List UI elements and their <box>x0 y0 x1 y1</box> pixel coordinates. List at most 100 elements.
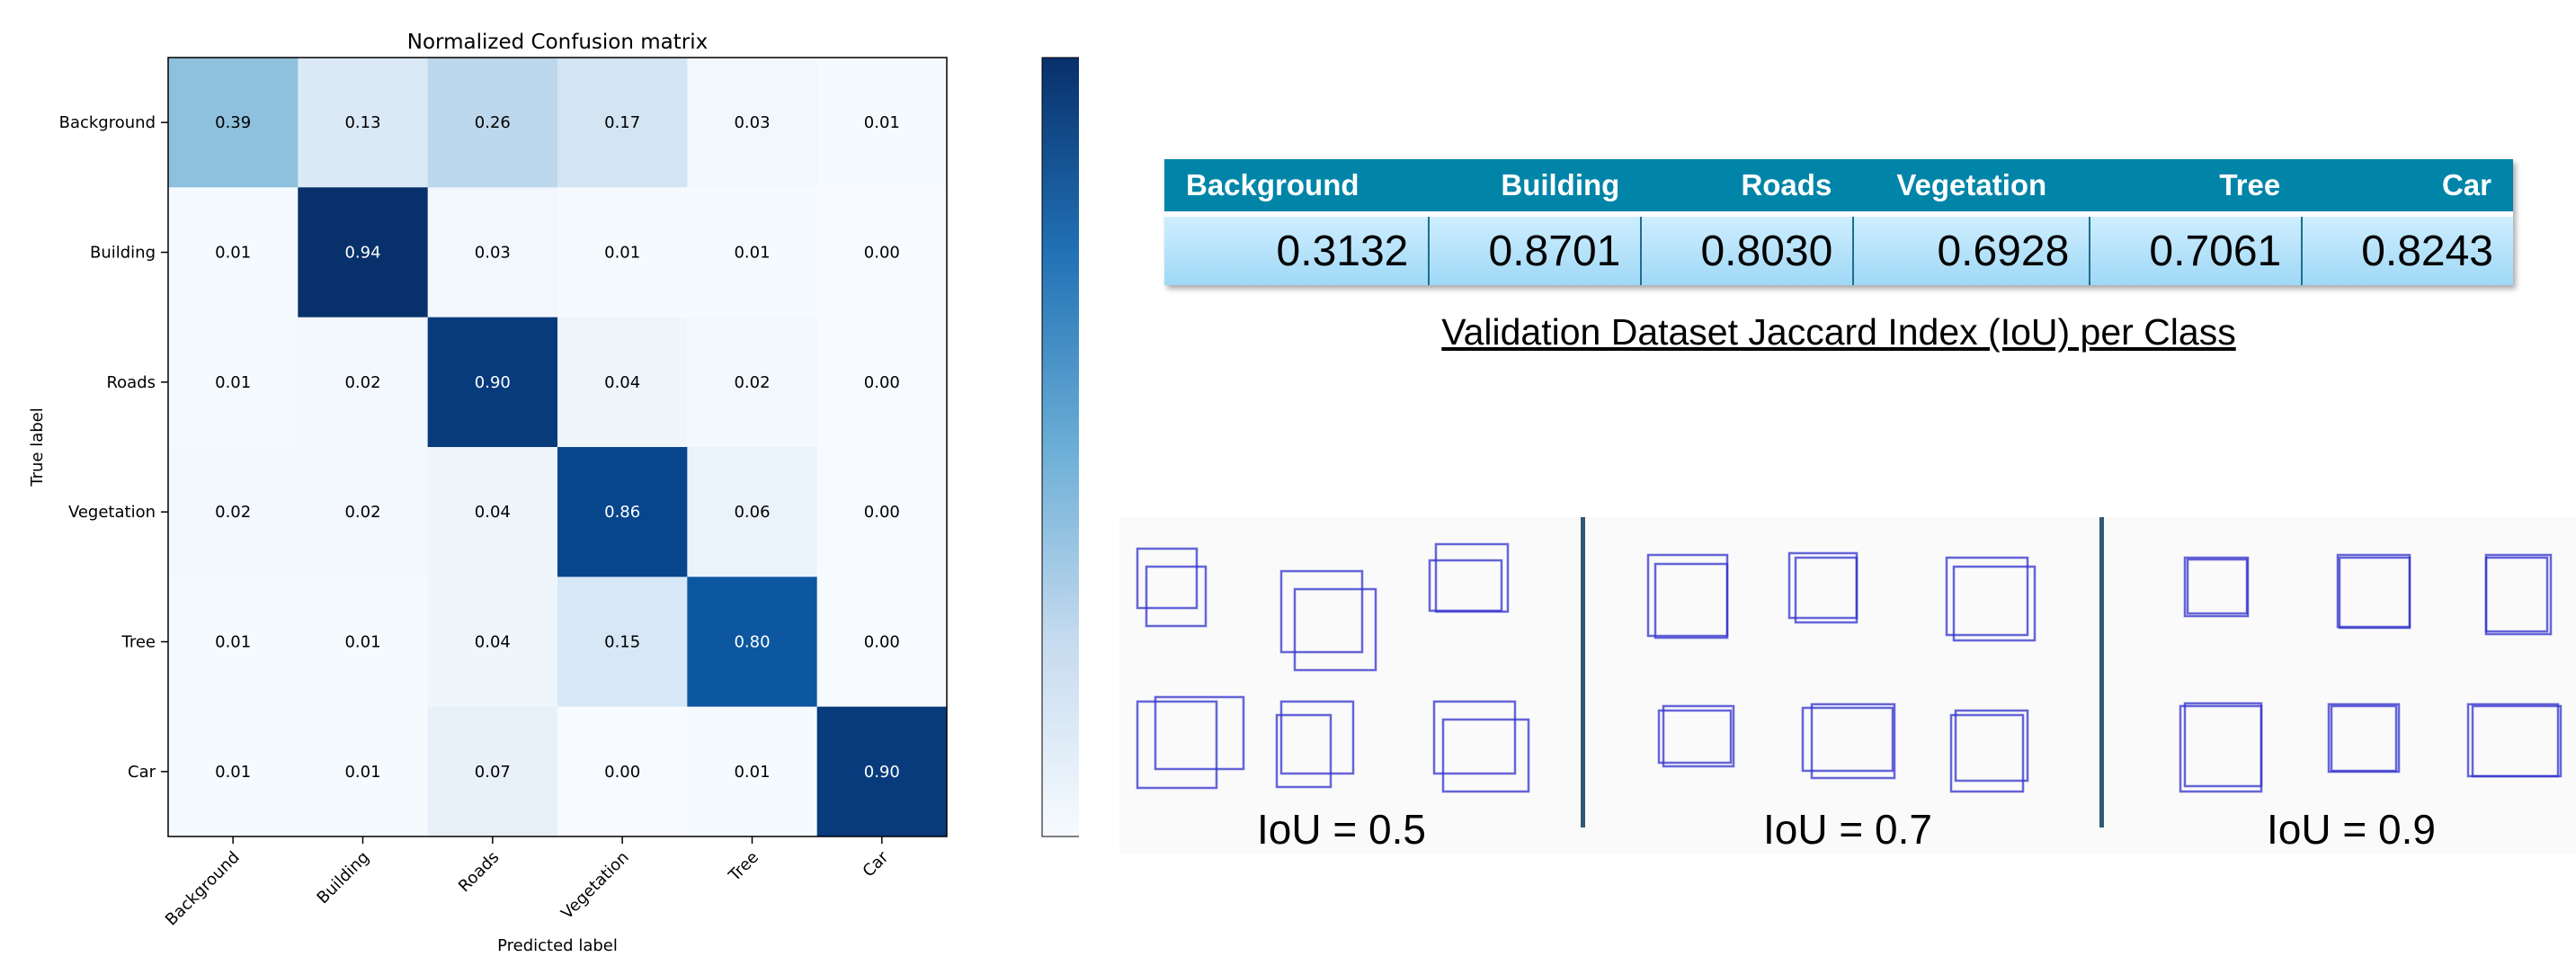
iou-header-cell: Background <box>1164 159 1430 217</box>
heatmap-cell <box>557 187 688 318</box>
x-tick-label: Car <box>860 847 893 881</box>
heatmap-cell <box>298 187 429 318</box>
bounding-box <box>1787 551 1858 620</box>
heatmap-cell <box>557 577 688 708</box>
cell-value-label: 0.01 <box>215 373 251 392</box>
x-tick-label: Tree <box>725 848 762 886</box>
heatmap-cell <box>168 706 299 837</box>
heatmap-cell <box>168 187 299 318</box>
x-tick-label: Building <box>314 848 373 908</box>
heatmap-cell <box>298 706 429 837</box>
confusion-matrix-chart: Normalized Confusion matrix 0.39 0.13 0.26… <box>28 31 1079 955</box>
heatmap-cell <box>427 706 558 837</box>
iou-table-header-row: Background Building Roads Vegetation Tre… <box>1164 159 2513 217</box>
bounding-box <box>1441 718 1530 793</box>
cell-value-label: 0.13 <box>344 113 380 132</box>
bounding-box <box>1279 569 1364 654</box>
x-tick-labels: Background Building Roads Vegetation Tree Car <box>162 836 893 929</box>
bounding-box <box>1662 704 1735 768</box>
heatmap-cell <box>427 58 558 188</box>
bounding-box <box>1646 553 1729 638</box>
iou-header-cell: Vegetation <box>1853 159 2090 217</box>
cell-value-label: 0.01 <box>344 633 380 652</box>
plot-frame <box>167 57 948 837</box>
iou-examples-panel: IoU = 0.5 IoU = 0.7 IoU = 0.9 <box>1119 517 2576 854</box>
bounding-box <box>1136 547 1199 610</box>
cell-value-label: 0.02 <box>344 503 380 522</box>
y-axis-label: True label <box>28 407 47 488</box>
bounding-box <box>2183 556 2250 618</box>
iou-table: Background Building Roads Vegetation Tre… <box>1164 159 2513 285</box>
cell-value-label: 0.01 <box>215 633 251 652</box>
heatmap-cell <box>816 706 948 837</box>
y-tick-label: Background <box>59 113 156 132</box>
cell-value-label: 0.86 <box>604 503 640 522</box>
heatmap-cell <box>816 187 948 318</box>
bounding-box <box>1657 709 1733 765</box>
cell-value-label: 0.02 <box>215 503 251 522</box>
heatmap-cell <box>557 706 688 837</box>
bounding-box <box>1154 695 1245 771</box>
cell-value-label: 0.00 <box>604 763 640 782</box>
heatmap-cells: 0.39 0.13 0.26 0.17 0.03 0.01 0.01 0.94 0.03 0.01… <box>168 58 948 837</box>
y-tick-label: Tree <box>120 633 156 652</box>
bounding-box <box>2336 553 2411 629</box>
iou-value-cell: 0.8243 <box>2301 214 2513 285</box>
panel-divider <box>1581 517 1585 827</box>
bounding-box <box>2186 558 2249 615</box>
heatmap-cell <box>816 317 948 448</box>
bounding-box <box>2484 553 2553 636</box>
iou-header-cell: Roads <box>1641 159 1854 217</box>
cell-value-label: 0.01 <box>344 763 380 782</box>
bounding-box <box>2183 702 2263 788</box>
heatmap-cell <box>557 447 688 577</box>
heatmap-cell <box>168 58 299 188</box>
bounding-box <box>1136 700 1218 790</box>
cell-value-label: 0.00 <box>864 503 900 522</box>
heatmap-cell <box>687 58 818 188</box>
iou-value-cell: 0.8030 <box>1640 214 1854 285</box>
cell-value-label: 0.07 <box>475 763 511 782</box>
x-tick-label: Roads <box>455 848 503 896</box>
y-tick-label: Vegetation <box>68 503 156 522</box>
bounding-box <box>2471 704 2563 778</box>
bounding-box <box>2484 556 2549 633</box>
heatmap-cell <box>298 58 429 188</box>
bounding-box <box>1949 713 2025 793</box>
cell-value-label: 0.00 <box>864 244 900 263</box>
iou-header-cell: Car <box>2302 159 2513 217</box>
y-tick-label: Building <box>90 244 156 263</box>
bounding-box <box>1275 713 1333 789</box>
cell-value-label: 0.00 <box>864 373 900 392</box>
iou-header-cell: Building <box>1429 159 1642 217</box>
panel-divider <box>2099 517 2104 827</box>
heatmap-cell <box>687 317 818 448</box>
iou-label: IoU = 0.5 <box>1257 806 1426 853</box>
cell-value-label: 0.06 <box>734 503 770 522</box>
heatmap-cell <box>557 317 688 448</box>
iou-label: IoU = 0.7 <box>1763 806 1932 853</box>
cell-value-label: 0.02 <box>734 373 770 392</box>
heatmap-cell <box>298 447 429 577</box>
heatmap-cell <box>687 447 818 577</box>
cell-value-label: 0.01 <box>734 244 770 263</box>
iou-value-cell: 0.8701 <box>1428 214 1642 285</box>
cell-value-label: 0.17 <box>604 113 640 132</box>
cell-value-label: 0.01 <box>215 244 251 263</box>
bounding-box <box>1279 700 1355 775</box>
iou-label: IoU = 0.9 <box>2267 806 2436 853</box>
heatmap-cell <box>687 187 818 318</box>
y-tick-labels: Background Building Roads Vegetation Tree Car <box>59 113 168 782</box>
iou-table-caption: Validation Dataset Jaccard Index (IoU) p… <box>1441 311 2236 353</box>
bounding-box <box>2466 702 2560 778</box>
bounding-box <box>1810 702 1896 780</box>
cell-value-label: 0.04 <box>604 373 640 392</box>
cell-value-label: 0.01 <box>864 113 900 132</box>
cell-value-label: 0.90 <box>864 763 900 782</box>
heatmap-cell <box>427 187 558 318</box>
bounding-box <box>1434 542 1510 613</box>
bounding-box <box>1432 700 1517 775</box>
bounding-box <box>1145 565 1208 628</box>
iou-header-cell: Tree <box>2090 159 2303 217</box>
heatmap-cell <box>168 447 299 577</box>
